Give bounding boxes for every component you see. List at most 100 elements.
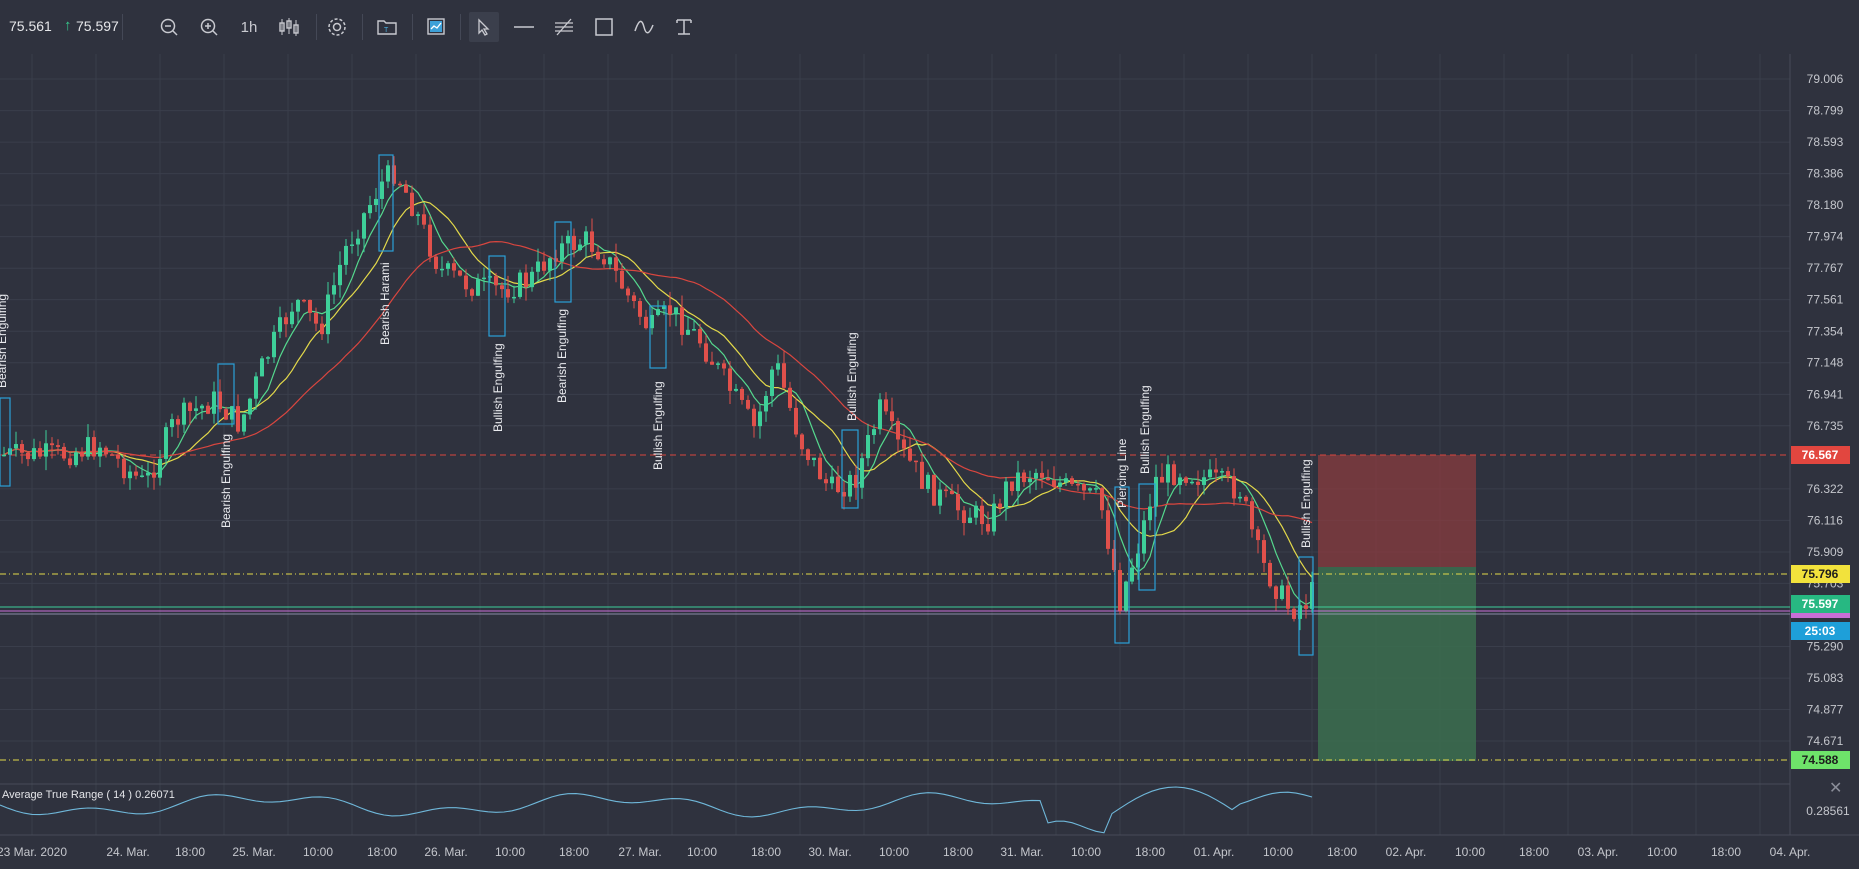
candle-body [632,295,636,302]
atr-line [0,786,1313,834]
indicator-label: Average True Range ( 14 ) 0.26071 [2,789,175,801]
time-tick-label: 30. Mar. [808,845,851,859]
candle-body [842,492,846,497]
price-level-lines [0,454,1790,761]
pattern-labels: Bearish Engulfing Bearish Engulfing Bearis… [0,262,1313,548]
candle-body [146,472,150,476]
time-tick-label: 10:00 [303,845,333,859]
candle-body [422,214,426,225]
gear-icon[interactable] [322,12,352,42]
price-tick-label: 74.877 [1807,703,1844,717]
candle-body [1082,484,1086,491]
price-tick-label: 77.354 [1807,324,1844,338]
candle-body [704,343,708,362]
price-tick-label: 77.767 [1807,261,1844,275]
pattern-label: Bullish Engulfing [1138,385,1152,474]
candle-body [746,399,750,409]
zoom-in-icon[interactable] [194,12,224,42]
time-tick-label: 27. Mar. [618,845,661,859]
candle-body [824,479,828,484]
text-icon[interactable] [669,12,699,42]
price-tick-label: 78.799 [1807,104,1844,118]
candle-body [1106,510,1110,549]
candle-body [848,474,852,497]
candle-body [1094,488,1098,490]
candle-body [656,309,660,316]
time-tick-label: 01. Apr. [1194,845,1235,859]
candle-body [974,505,978,518]
candle-body [1040,472,1044,478]
candle-body [506,289,510,298]
candle-body [254,376,258,399]
candle-body [470,289,474,296]
close-indicator-icon[interactable]: ✕ [1829,780,1843,797]
candle-body [1070,478,1074,484]
candle-body [218,391,222,410]
folder-icon[interactable]: T [372,12,402,42]
candle-body [356,238,360,245]
candle-body [812,457,816,461]
candle-body [320,323,324,335]
candle-body [122,458,126,479]
moving-average-line [3,200,1313,578]
time-tick-label: 18:00 [751,845,781,859]
svg-text:T: T [384,27,389,34]
candle-body [458,270,462,276]
candle-body [1292,608,1296,619]
candle-body [1280,585,1284,599]
divider [316,14,317,40]
candle-body [1184,477,1188,483]
pattern-label: Bearish Engulfing [219,434,233,528]
price-tick-label: 76.116 [1807,513,1843,527]
candle-body [158,458,162,478]
price-axis: 79.006 78.799 78.593 78.386 78.180 77.974 77.7… [1807,72,1844,748]
candle-body [104,447,108,455]
candle-body [446,263,450,269]
zoom-out-icon[interactable] [154,12,184,42]
price-tag-label: 74.588 [1802,753,1839,767]
candle-body [32,448,36,460]
candle-body [914,460,918,463]
candle-body [716,363,720,365]
candle-body [998,503,1002,508]
timeframe-button[interactable]: 1h [240,18,258,36]
pattern-box [1138,483,1156,591]
channel-icon[interactable] [549,12,579,42]
pattern-box [217,363,235,425]
candle-body [638,301,642,317]
time-tick-label: 10:00 [495,845,525,859]
time-tick-label: 18:00 [367,845,397,859]
candle-body [1214,469,1218,473]
candle-body [980,505,984,525]
curve-icon[interactable] [629,12,659,42]
candle-body [404,184,408,193]
screenshot-icon[interactable] [421,12,451,42]
time-tick-label: 10:00 [687,845,717,859]
candle-body [590,231,594,252]
cursor-icon[interactable] [469,12,499,42]
candle-body [836,476,840,493]
candle-body [1190,481,1194,484]
time-tick-label: 24. Mar. [106,845,149,859]
time-tick-label: 23 Mar. 2020 [0,845,67,859]
candle-body [806,449,810,461]
candle-body [524,272,528,288]
horizontal-line-icon[interactable] [509,12,539,42]
price-tag-stop [1791,446,1850,464]
pattern-box [488,255,506,337]
time-tick-label: 18:00 [943,845,973,859]
candle-body [494,276,498,286]
candle-body [488,276,492,278]
ask-price: 75.597 [76,18,119,34]
rectangle-icon[interactable] [589,12,619,42]
pattern-label: Bullish Engulfing [651,381,665,470]
candle-body [452,263,456,271]
stop-loss-zone [1318,455,1476,567]
candle-body [434,256,438,269]
candle-body [1010,481,1014,492]
price-tick-label: 76.941 [1807,387,1844,401]
time-tick-label: 02. Apr. [1386,845,1427,859]
candles-icon[interactable] [274,12,304,42]
candle-body [740,388,744,400]
